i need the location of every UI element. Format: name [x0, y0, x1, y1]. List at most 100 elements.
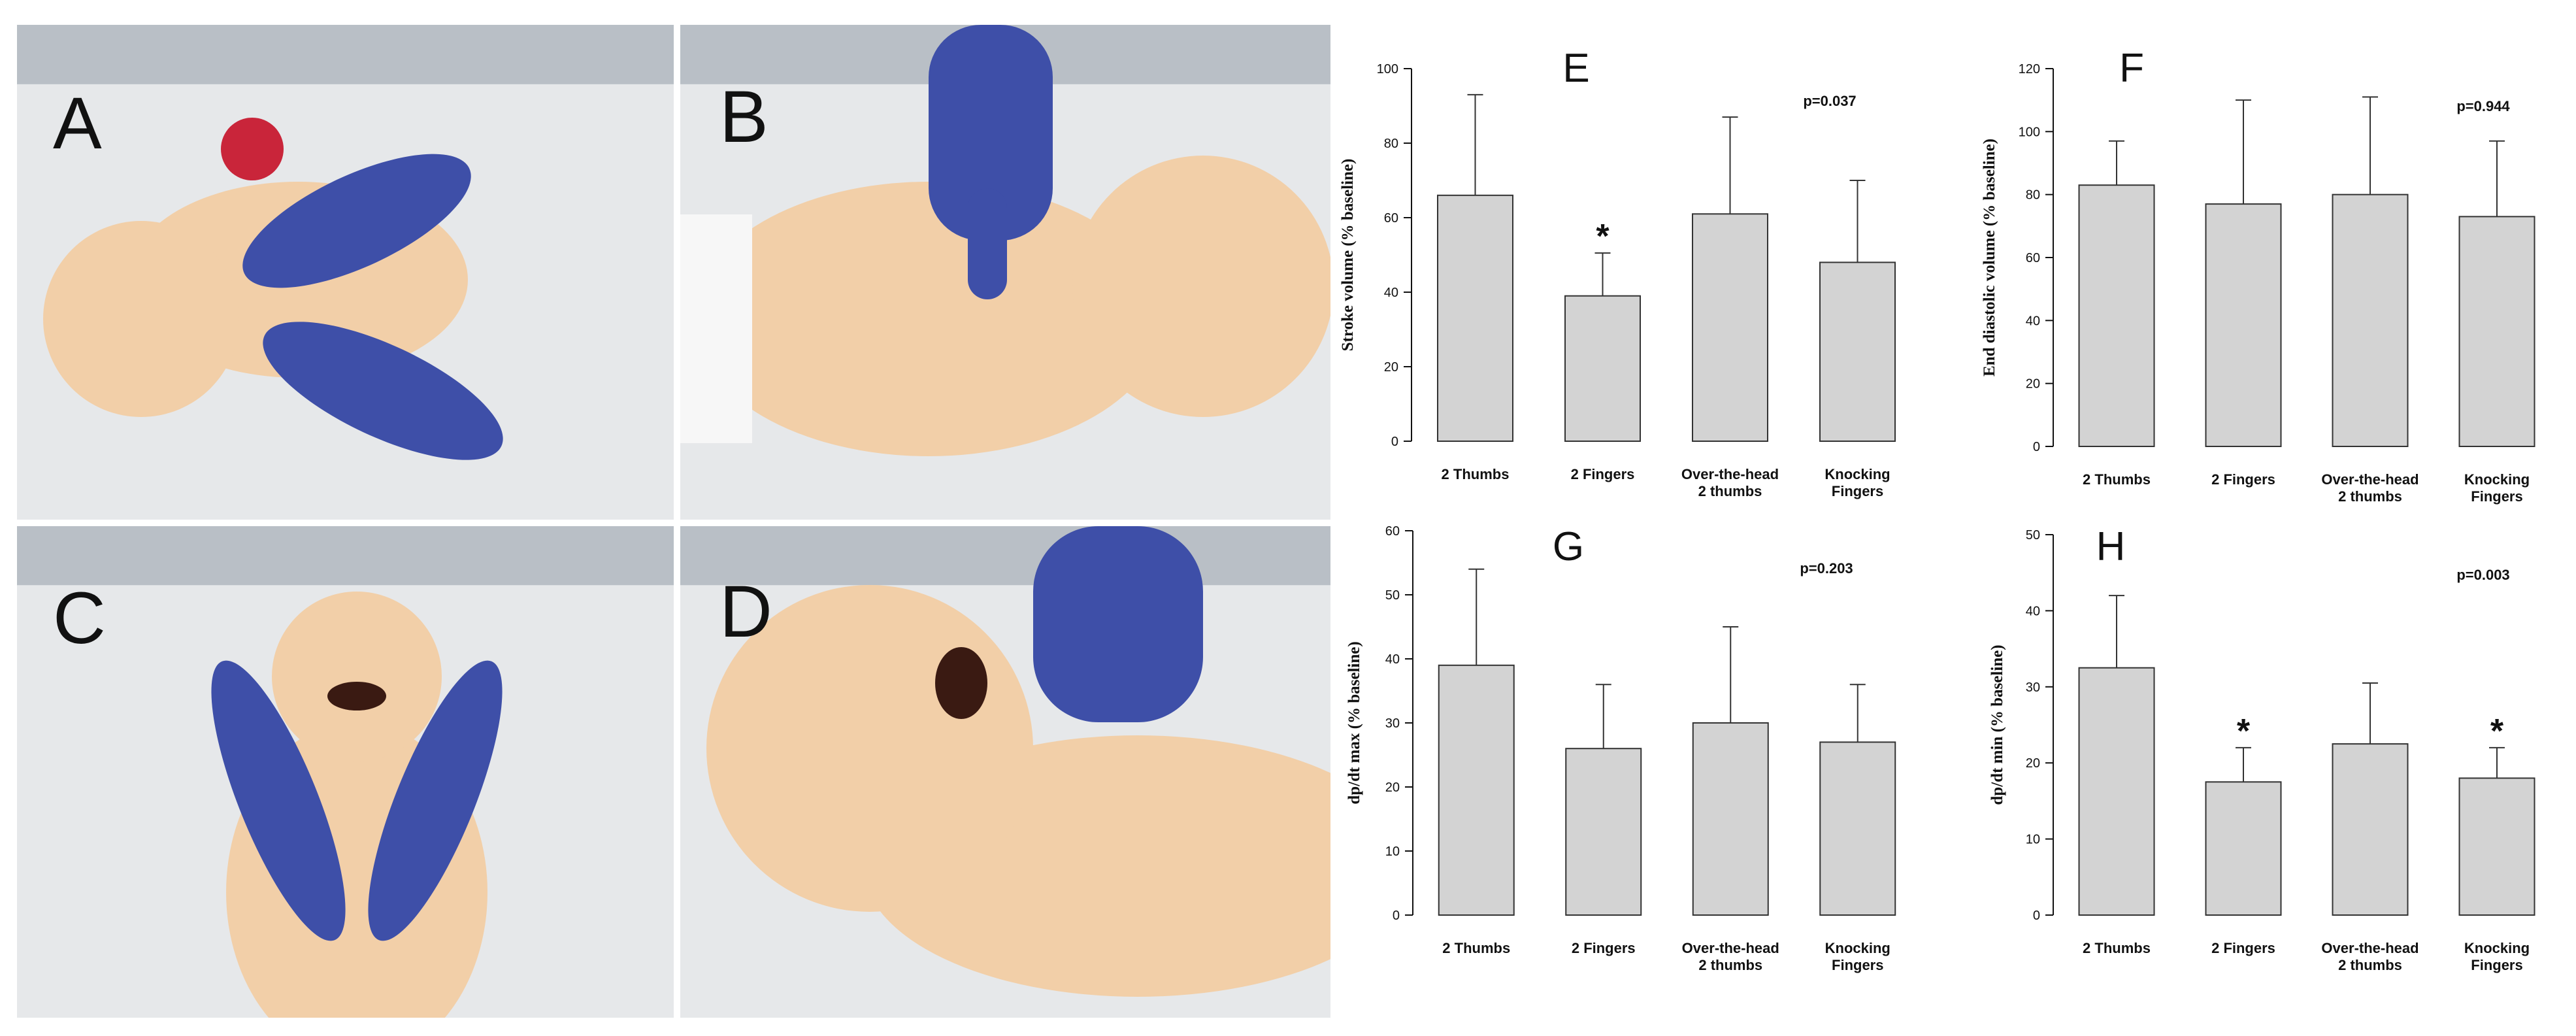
y-tick-label: 0: [1393, 909, 1400, 923]
bar: [2205, 203, 2282, 447]
category-label: 2 Thumbs: [2083, 471, 2151, 488]
panel-letter: G: [1553, 524, 1584, 569]
photo-panel-b: B: [680, 25, 1330, 520]
incubator-edge: [17, 526, 674, 586]
glove-left: [211, 660, 346, 941]
manikin-head: [43, 221, 239, 417]
manikin-illustration: [680, 25, 1330, 520]
bar: [1564, 295, 1641, 443]
y-tick-label: 20: [1385, 780, 1400, 795]
category-label: 2 Thumbs: [2083, 940, 2151, 956]
photo-panel-c: C: [17, 526, 674, 1018]
category-label: 2 thumbs: [1698, 957, 1762, 973]
photo-letter: A: [53, 82, 102, 164]
category-label: 2 thumbs: [2338, 488, 2402, 505]
bar: [2078, 667, 2155, 916]
y-tick-label: 20: [2026, 377, 2040, 392]
y-tick-label: 0: [2033, 440, 2040, 454]
y-tick-label: 30: [1385, 716, 1400, 731]
category-label: 2 Fingers: [2211, 471, 2275, 488]
glove-hand: [1033, 526, 1203, 722]
manikin-body: [693, 182, 1164, 456]
bar: [1692, 213, 1768, 442]
manikin-mouth: [327, 682, 386, 710]
significance-star: *: [2490, 712, 2504, 750]
p-value: p=0.003: [2456, 567, 2509, 583]
category-label: 2 Fingers: [1571, 466, 1635, 482]
bar: [2458, 216, 2535, 447]
photo-letter: C: [53, 577, 106, 659]
category-label: Fingers: [1832, 957, 1883, 973]
y-axis-title: Stroke volume (% baseline): [1339, 159, 1357, 352]
category-label: Fingers: [2471, 488, 2522, 505]
y-tick-label: 20: [1384, 360, 1398, 375]
bar: [2332, 193, 2409, 447]
manikin-head: [272, 592, 442, 761]
y-axis-title: dp/dt max (% baseline): [1346, 641, 1363, 804]
y-tick-label: 120: [2019, 62, 2040, 76]
y-axis-title: dp/dt min (% baseline): [1989, 644, 2006, 805]
category-label: Knocking: [2464, 940, 2530, 956]
glove-upper: [242, 154, 471, 288]
bar: [1438, 664, 1515, 916]
y-tick-label: 100: [2019, 125, 2040, 139]
y-tick-label: 50: [2026, 528, 2040, 543]
y-tick-label: 10: [1385, 844, 1400, 859]
category-label: Over-the-head: [2321, 940, 2419, 956]
p-value: p=0.037: [1803, 93, 1856, 109]
manikin-head: [1072, 156, 1330, 417]
y-tick-label: 0: [2033, 909, 2040, 923]
incubator-edge: [680, 526, 1330, 586]
bar: [1819, 261, 1896, 442]
y-tick-label: 30: [2026, 680, 2040, 695]
y-tick-label: 50: [1385, 588, 1400, 603]
significance-star: *: [2237, 712, 2251, 750]
bar: [2078, 184, 2155, 447]
category-label: 2 Thumbs: [1442, 940, 1510, 956]
category-label: Knocking: [2464, 471, 2530, 488]
y-tick-label: 10: [2026, 833, 2040, 847]
manikin-illustration: [17, 526, 674, 1018]
category-label: Knocking: [1825, 466, 1890, 482]
photo-panel-a: A: [17, 25, 674, 520]
red-circle-sticker: [221, 118, 284, 180]
bar: [1819, 741, 1896, 916]
p-value: p=0.203: [1800, 560, 1853, 576]
y-tick-label: 40: [1384, 286, 1398, 300]
manikin-illustration: [680, 526, 1330, 1018]
y-tick-label: 60: [1384, 211, 1398, 226]
y-tick-label: 40: [2026, 314, 2040, 328]
p-value: p=0.944: [2456, 98, 2510, 114]
manikin-illustration: [17, 25, 674, 520]
y-tick-label: 40: [2026, 604, 2040, 618]
incubator-edge: [17, 25, 674, 84]
category-label: Over-the-head: [1681, 466, 1779, 482]
y-tick-label: 80: [2026, 188, 2040, 203]
category-label: Fingers: [2471, 957, 2522, 973]
y-tick-label: 60: [2026, 251, 2040, 265]
glove-fingers: [968, 188, 1007, 299]
glove-hand: [929, 25, 1053, 241]
bar: [1437, 194, 1513, 442]
category-label: Knocking: [1825, 940, 1891, 956]
category-label: Over-the-head: [2321, 471, 2419, 488]
photo-letter: B: [719, 76, 768, 158]
bar: [2205, 781, 2282, 916]
panel-letter: H: [2096, 524, 2126, 569]
photo-letter: D: [719, 571, 772, 652]
glove-right: [368, 660, 503, 941]
bar: [1565, 748, 1642, 916]
photo-panel-d: D: [680, 526, 1330, 1018]
category-label: 2 thumbs: [2338, 957, 2402, 973]
category-label: 2 thumbs: [1698, 483, 1762, 499]
category-label: Over-the-head: [1682, 940, 1779, 956]
panel-letter: F: [2119, 46, 2144, 91]
y-tick-label: 0: [1391, 435, 1398, 449]
y-tick-label: 40: [1385, 652, 1400, 667]
category-label: 2 Fingers: [1572, 940, 1636, 956]
y-tick-label: 20: [2026, 756, 2040, 771]
category-label: 2 Fingers: [2211, 940, 2275, 956]
y-tick-label: 60: [1385, 524, 1400, 539]
